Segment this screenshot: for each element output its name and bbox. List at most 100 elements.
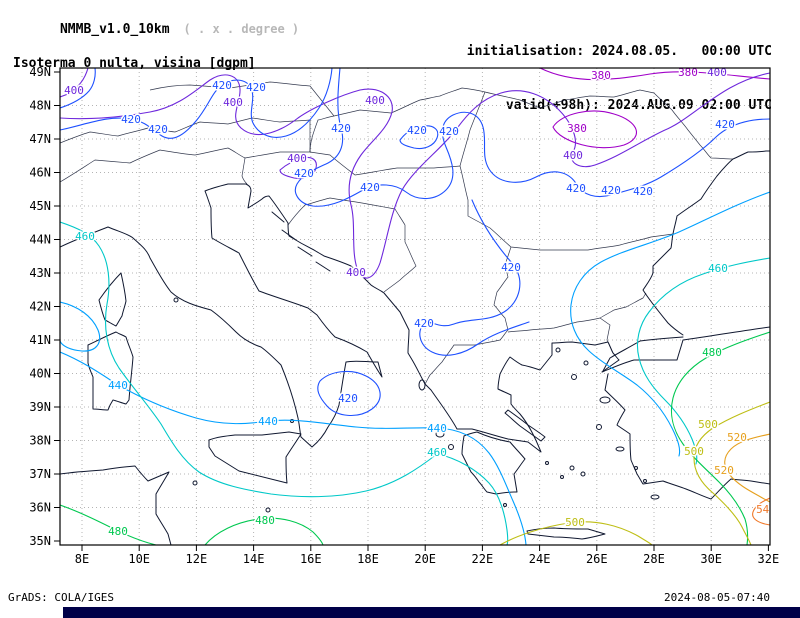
- lon-label: 24E: [529, 552, 551, 566]
- lon-label: 16E: [300, 552, 322, 566]
- coastline-black-sea: [642, 150, 770, 336]
- contour-label: 400: [64, 84, 84, 97]
- contour-label: 460: [427, 446, 447, 459]
- lat-label: 46N: [29, 166, 51, 180]
- contour-460: [636, 257, 770, 465]
- lon-label: 14E: [243, 552, 265, 566]
- island-dodecanese: [643, 479, 647, 483]
- contour-label: 400: [707, 66, 727, 79]
- contour-400: [60, 68, 89, 98]
- lat-label: 44N: [29, 233, 51, 247]
- island-milos: [560, 475, 564, 479]
- axis-labels-layer: 8E 10E 12E 14E 16E 18E 20E 22E 24E 26E 28E 30E 32E 49…: [29, 65, 779, 566]
- contour-420: [399, 125, 439, 150]
- contour-label: 480: [255, 514, 275, 527]
- init-time: initialisation: 2024.08.05. 00:00 UTC: [466, 44, 772, 59]
- coastline-marmara-south: [601, 326, 770, 373]
- resolution-note: ( . x . degree ): [183, 22, 300, 36]
- island-thasos: [555, 347, 561, 353]
- contour-label: 500: [684, 445, 704, 458]
- generation-timestamp: 2024-08-05-07:40: [664, 591, 770, 604]
- lon-label: 18E: [357, 552, 379, 566]
- border-hungary-north: [309, 87, 655, 153]
- lat-label: 37N: [29, 467, 51, 481]
- coastline-euboea: [504, 409, 546, 442]
- contour-label: 420: [121, 113, 141, 126]
- island-kos: [634, 466, 638, 470]
- contour-480: [204, 517, 324, 545]
- island-chios: [596, 424, 602, 430]
- island-samothrace: [583, 360, 589, 366]
- contour-420: [294, 68, 770, 207]
- contour-label: 500: [565, 516, 585, 529]
- coastline-marmara-north: [602, 336, 684, 372]
- contour-label: 380: [591, 69, 611, 82]
- contour-420: [60, 68, 333, 139]
- coastline-croatian-islands: [271, 211, 331, 272]
- contour-440: [60, 301, 101, 352]
- border-slovenia-hungary-south: [244, 151, 461, 176]
- contour-label: 420: [566, 182, 586, 195]
- lon-label: 22E: [472, 552, 494, 566]
- lat-label: 43N: [29, 266, 51, 280]
- island-zakynthos: [448, 444, 454, 450]
- bottom-bar: [63, 607, 800, 618]
- border-romania-serbia-danube: [459, 91, 674, 251]
- island-lemnos: [571, 374, 577, 380]
- island-malta: [265, 507, 271, 513]
- contour-label: 420: [246, 81, 266, 94]
- lat-label: 35N: [29, 534, 51, 548]
- lon-label: 10E: [128, 552, 150, 566]
- grads-credit: GrADS: COLA/IGES: [8, 591, 114, 604]
- contour-label: 500: [698, 418, 718, 431]
- lat-label: 36N: [29, 501, 51, 515]
- coastline-italy: [60, 183, 383, 448]
- lon-label: 12E: [186, 552, 208, 566]
- contour-540: [752, 497, 770, 526]
- contour-label: 400: [563, 149, 583, 162]
- lat-label: 47N: [29, 132, 51, 146]
- island-lesbos: [599, 396, 611, 404]
- coastline-turkey-aegean: [604, 373, 770, 500]
- border-croatia-bosnia: [287, 197, 417, 293]
- contour-500: [693, 401, 770, 545]
- contour-460: [60, 221, 509, 545]
- lon-label: 26E: [586, 552, 608, 566]
- contour-label: 420: [360, 181, 380, 194]
- contour-label: 420: [148, 123, 168, 136]
- coastline-peloponnese: [461, 431, 526, 495]
- lon-label: 30E: [700, 552, 722, 566]
- lon-label: 28E: [643, 552, 665, 566]
- contour-480: [60, 504, 157, 545]
- plot-title: Isoterma 0 nulta, visina [dgpm]: [13, 56, 256, 71]
- contour-label: 380: [567, 122, 587, 135]
- contour-label: 420: [501, 261, 521, 274]
- border-switzerland-austria: [60, 117, 311, 152]
- island-naxos: [580, 471, 586, 477]
- island-elba: [173, 297, 179, 303]
- coastline-tunisia: [60, 465, 172, 545]
- island-aeolian: [290, 419, 294, 423]
- island-pantelleria: [192, 480, 198, 486]
- contour-label: 440: [258, 415, 278, 428]
- lat-label: 39N: [29, 400, 51, 414]
- border-moldova-east: [653, 92, 734, 160]
- island-corfu: [418, 379, 426, 391]
- lat-label: 42N: [29, 300, 51, 314]
- coastline-corsica: [98, 272, 127, 327]
- contour-500: [499, 521, 653, 545]
- contours-layer: [60, 68, 770, 545]
- contour-label: 480: [108, 525, 128, 538]
- contour-label: 420: [414, 317, 434, 330]
- contour-label: 440: [427, 422, 447, 435]
- contour-label: 400: [287, 152, 307, 165]
- coastline-sardinia: [87, 331, 134, 411]
- tick-layer: [54, 71, 769, 551]
- lon-label: 8E: [75, 552, 89, 566]
- border-serbia-bulgaria: [424, 246, 512, 385]
- header-left: NMMB_v1.0_10km ( . x . degree ) Isoterma …: [13, 7, 299, 71]
- contour-label: 420: [212, 79, 232, 92]
- contour-label: 420: [439, 125, 459, 138]
